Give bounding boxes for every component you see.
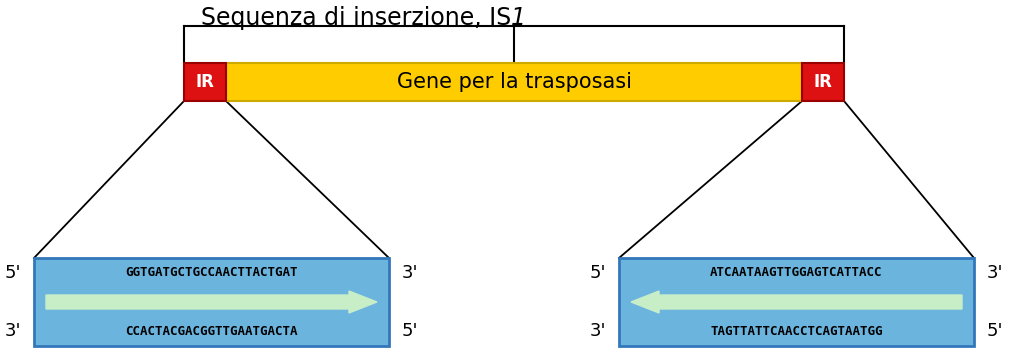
Text: 5': 5' [402, 322, 418, 340]
Bar [802, 63, 844, 101]
Text: Sequenza di inserzione, IS: Sequenza di inserzione, IS [200, 6, 511, 30]
Text: 5': 5' [987, 322, 1003, 340]
Text: 5': 5' [589, 264, 605, 282]
Bar [184, 63, 226, 101]
Bar [34, 258, 389, 346]
FancyArrow shape [46, 291, 377, 313]
Text: 1: 1 [511, 6, 526, 30]
Text: 3': 3' [402, 264, 418, 282]
Text: 5': 5' [4, 264, 21, 282]
Bar [226, 63, 802, 101]
Text: IR: IR [813, 73, 833, 91]
Text: 3': 3' [589, 322, 605, 340]
Text: Gene per la trasposasi: Gene per la trasposasi [397, 72, 631, 92]
Text: TAGTTATTCAACCTCAGTAATGG: TAGTTATTCAACCTCAGTAATGG [710, 325, 883, 337]
Bar [619, 258, 974, 346]
Text: GGTGATGCTGCCAACTTACTGAT: GGTGATGCTGCCAACTTACTGAT [125, 266, 298, 279]
Text: 3': 3' [4, 322, 21, 340]
Text: IR: IR [195, 73, 215, 91]
Text: ATCAATAAGTTGGAGTCATTACC: ATCAATAAGTTGGAGTCATTACC [710, 266, 883, 279]
Text: CCACTACGACGGTTGAATGACTA: CCACTACGACGGTTGAATGACTA [125, 325, 298, 337]
Text: 3': 3' [987, 264, 1003, 282]
FancyArrow shape [631, 291, 962, 313]
